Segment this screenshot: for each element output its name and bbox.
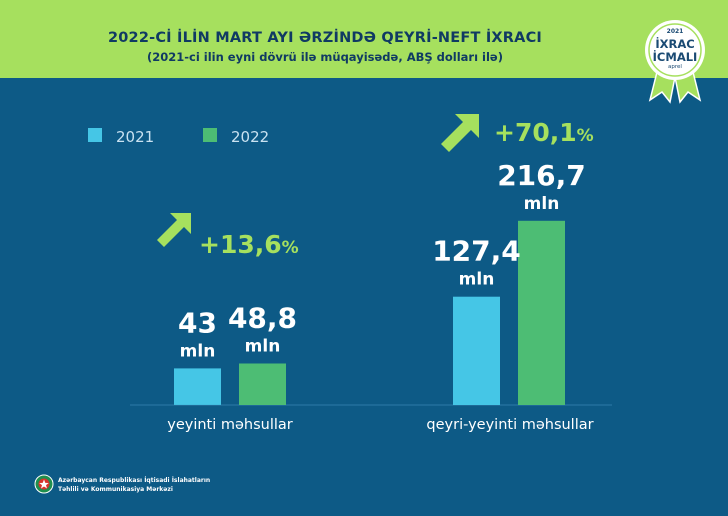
footer-org-line2: Təhlili və Kommunikasiya Mərkəzi [58, 486, 173, 493]
growth-value-yeyinti: +13,6 [199, 230, 282, 259]
unit-label-yeyinti-2021: mln [180, 341, 216, 361]
header-band [0, 0, 728, 78]
page-title: 2022-Cİ İLİN MART AYI ƏRZİNDƏ QEYRİ-NEFT… [107, 30, 543, 46]
value-label-yeyinti-2021: 43 [178, 306, 217, 339]
footer-organization: Azərbaycan Respublikası İqtisadi İslahat… [34, 474, 210, 499]
badge-month: aprel [668, 64, 682, 70]
export-review-badge: 2021 İXRAC İCMALI aprel [640, 20, 710, 104]
growth-arrow-icon [157, 213, 191, 247]
growth-suffix-yeyinti: % [282, 238, 299, 258]
bar-yeyinti-2022 [239, 363, 286, 405]
badge-rosette-icon [645, 20, 705, 104]
category-label-yeyinti: yeyinti məhsullar [167, 417, 293, 433]
growth-value-qeyri-yeyinti: +70,1 [494, 118, 577, 147]
unit-label-qeyri-yeyinti-2022: mln [524, 194, 560, 214]
value-label-yeyinti-2022: 48,8 [228, 302, 297, 335]
growth-label-yeyinti: +13,6% [199, 230, 299, 259]
badge-year: 2021 [666, 28, 684, 35]
category-label-qeyri-yeyinti: qeyri-yeyinti məhsullar [426, 417, 593, 433]
unit-label-yeyinti-2022: mln [245, 337, 281, 357]
badge-line2: İCMALI [652, 50, 698, 64]
value-label-qeyri-yeyinti-2021: 127,4 [432, 235, 521, 268]
badge-line1: İXRAC [655, 37, 695, 51]
legend-label-2022: 2022 [231, 128, 269, 146]
state-emblem-icon [34, 474, 54, 494]
legend-swatch-2021 [88, 128, 102, 142]
value-label-qeyri-yeyinti-2022: 216,7 [497, 159, 586, 192]
unit-label-qeyri-yeyinti-2021: mln [459, 270, 495, 290]
legend-swatch-2022 [203, 128, 217, 142]
page-subtitle: (2021-ci ilin eyni dövrü ilə müqayisədə,… [146, 50, 503, 64]
bar-yeyinti-2021 [174, 368, 221, 405]
growth-suffix-qeyri-yeyinti: % [577, 126, 594, 146]
bar-qeyri-yeyinti-2022 [518, 220, 565, 405]
bar-qeyri-yeyinti-2021 [453, 296, 500, 405]
growth-label-qeyri-yeyinti: +70,1% [494, 118, 594, 147]
legend-label-2021: 2021 [116, 128, 154, 146]
growth-arrow-icon [441, 114, 479, 152]
footer-org-line1: Azərbaycan Respublikası İqtisadi İslahat… [58, 477, 211, 484]
